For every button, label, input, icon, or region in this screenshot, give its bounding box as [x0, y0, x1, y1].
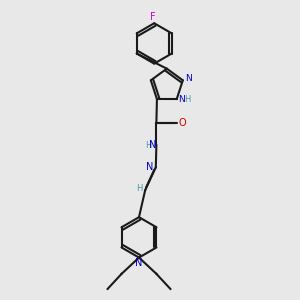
Text: O: O — [178, 118, 186, 128]
Text: N: N — [146, 162, 153, 172]
Text: H: H — [184, 94, 190, 103]
Text: N: N — [149, 140, 157, 150]
Text: H: H — [136, 184, 142, 193]
Text: N: N — [135, 258, 143, 268]
Text: F: F — [150, 12, 156, 22]
Text: N: N — [178, 94, 185, 103]
Text: H: H — [145, 141, 152, 150]
Text: N: N — [186, 74, 192, 83]
